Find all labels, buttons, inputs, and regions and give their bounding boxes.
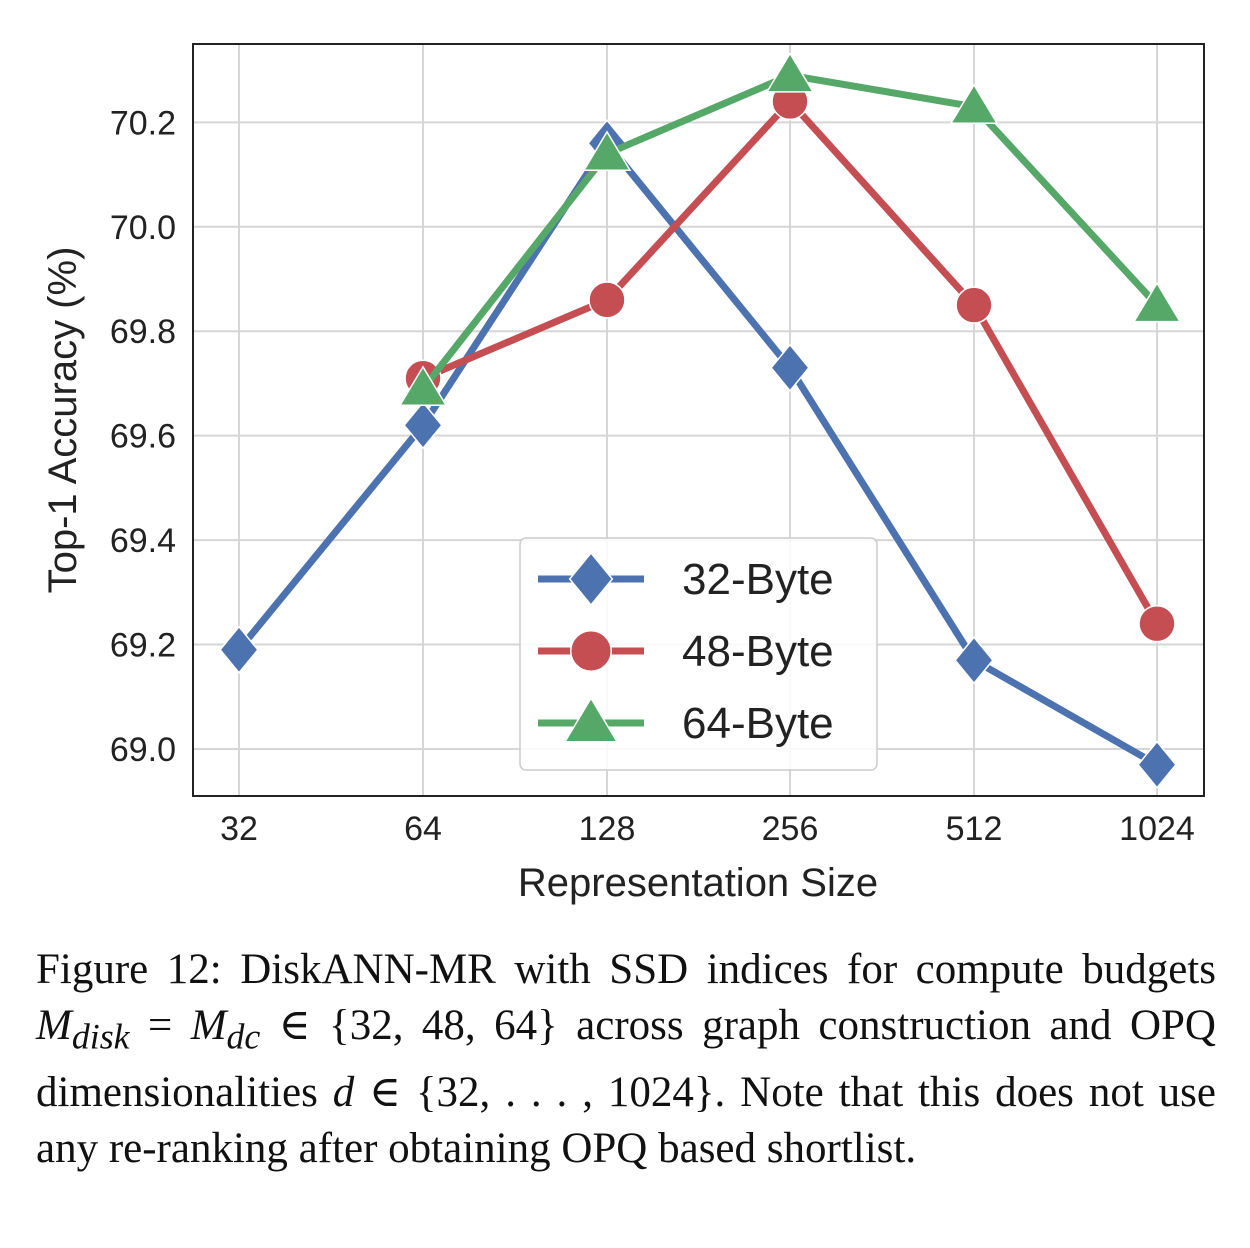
data-point-triangle (1132, 281, 1182, 323)
caption-text-1: DiskANN-MR with SSD indices for compute … (221, 946, 1216, 993)
data-point-circle (955, 286, 993, 324)
x-tick-labels: 32 64 128 256 512 1024 (220, 810, 1195, 848)
series-64-Byte (398, 52, 1182, 406)
x-tick-label: 32 (220, 810, 258, 848)
data-point-triangle (949, 83, 999, 124)
data-point-diamond (403, 401, 443, 450)
x-tick-label: 128 (579, 810, 636, 848)
legend-marker (569, 629, 613, 673)
figure-caption: Figure 12: DiskANN-MR with SSD indices f… (36, 942, 1216, 1177)
data-point-triangle (398, 365, 448, 406)
series-line (236, 139, 1159, 768)
x-tick-label: 256 (762, 810, 819, 848)
y-tick-label: 70.0 (110, 209, 176, 247)
caption-eq: = (129, 1002, 191, 1049)
legend-marker (563, 696, 619, 743)
caption-text-2: across graph construction and OPQ dimens… (36, 1002, 1216, 1116)
data-point-circle (588, 281, 626, 319)
x-tick-label: 64 (404, 810, 442, 848)
caption-math-m-dc: Mdc (190, 1002, 261, 1057)
data-point-diamond (219, 625, 259, 674)
caption-sub-dc: dc (226, 1016, 261, 1057)
y-tick-label: 70.2 (110, 104, 176, 142)
data-point-triangle (582, 130, 632, 171)
caption-math-m2: M (190, 1002, 227, 1049)
x-tick-label: 512 (946, 810, 1003, 848)
series-group (219, 52, 1182, 789)
legend-marker (568, 551, 614, 607)
y-tick-label: 69.6 (110, 418, 176, 456)
caption-sub-disk: disk (71, 1016, 130, 1057)
legend-label: 64-Byte (682, 699, 834, 748)
legend-label: 48-Byte (682, 627, 834, 676)
caption-math-d: d (332, 1068, 355, 1116)
data-point-circle (1138, 604, 1176, 643)
legend-label: 32-Byte (682, 555, 834, 604)
data-point-diamond (1137, 740, 1177, 789)
y-tick-label: 69.0 (110, 731, 176, 769)
caption-label: Figure 12: (36, 946, 222, 993)
chart: 69.0 69.2 69.4 69.6 69.8 70.0 70.2 32 64 128 256 5… (41, 43, 1205, 905)
data-point-diamond (954, 636, 994, 685)
y-tick-label: 69.4 (110, 522, 176, 560)
legend: 32-Byte 48-Byte 64-Byte (519, 537, 878, 771)
series-48-Byte (404, 82, 1176, 643)
y-tick-label: 69.8 (110, 313, 176, 351)
data-point-triangle (765, 52, 815, 93)
caption-math-m1: M (36, 1002, 72, 1049)
legend-box (519, 537, 878, 771)
y-axis-title: Top-1 Accuracy (%) (41, 247, 85, 594)
caption-set-1: ∈ {32, 48, 64} (260, 1002, 558, 1049)
y-tick-labels: 69.0 69.2 69.4 69.6 69.8 70.0 70.2 (110, 104, 176, 769)
caption-math-m-disk: Mdisk (36, 1002, 130, 1057)
data-point-diamond (770, 343, 810, 392)
caption-set-2: ∈ {32, . . . , 1024} (354, 1068, 715, 1116)
y-tick-label: 69.2 (110, 627, 176, 665)
x-axis-title: Representation Size (518, 861, 878, 905)
legend-item-64-Byte: 64-Byte (538, 696, 834, 748)
plot-frame (192, 43, 1205, 797)
legend-item-32-Byte: 32-Byte (538, 551, 834, 607)
legend-item-48-Byte: 48-Byte (538, 627, 834, 676)
caption-text-3: . Note that this does not use any re-ran… (36, 1068, 1216, 1172)
x-tick-label: 1024 (1119, 810, 1195, 848)
